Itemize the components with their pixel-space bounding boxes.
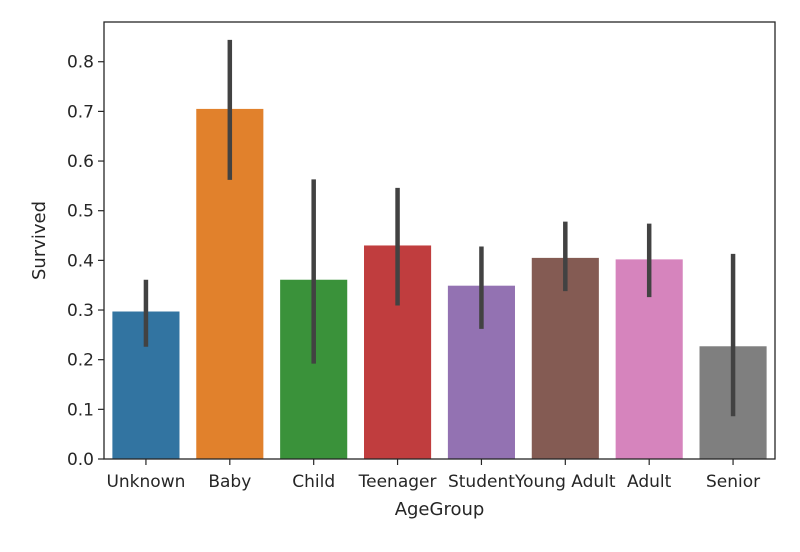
bars bbox=[112, 108, 767, 459]
y-axis-label: Survived bbox=[29, 201, 50, 280]
x-tick-label: Student bbox=[448, 472, 515, 492]
y-tick-label: 0.2 bbox=[67, 351, 94, 371]
x-tick-label: Senior bbox=[706, 472, 760, 492]
y-tick-label: 0.8 bbox=[67, 53, 94, 73]
x-axis-label: AgeGroup bbox=[395, 499, 485, 520]
y-tick-label: 0.6 bbox=[67, 152, 94, 172]
x-tick-label: Child bbox=[292, 472, 335, 492]
y-tick-label: 0.4 bbox=[67, 251, 94, 271]
y-tick-label: 0.7 bbox=[67, 102, 94, 122]
y-tick-label: 0.5 bbox=[67, 202, 94, 222]
y-tick-label: 0.3 bbox=[67, 301, 94, 321]
plot-frame bbox=[103, 21, 776, 460]
x-tick-label: Baby bbox=[208, 472, 251, 492]
x-axis: Unknown Baby Child Teenager Student Young Adu… bbox=[106, 459, 760, 492]
x-tick-label: Teenager bbox=[358, 472, 437, 492]
y-tick-label: 0.0 bbox=[67, 450, 94, 470]
y-axis: 0.0 0.1 0.2 0.3 0.4 0.5 0.6 0.7 0.8 bbox=[67, 53, 104, 470]
x-tick-label: Adult bbox=[627, 472, 672, 492]
y-tick-label: 0.1 bbox=[67, 400, 94, 420]
bar-young-adult bbox=[531, 257, 599, 459]
error-bars bbox=[143, 39, 736, 417]
x-tick-label: Unknown bbox=[106, 472, 185, 492]
x-tick-label: Young Adult bbox=[514, 472, 616, 492]
